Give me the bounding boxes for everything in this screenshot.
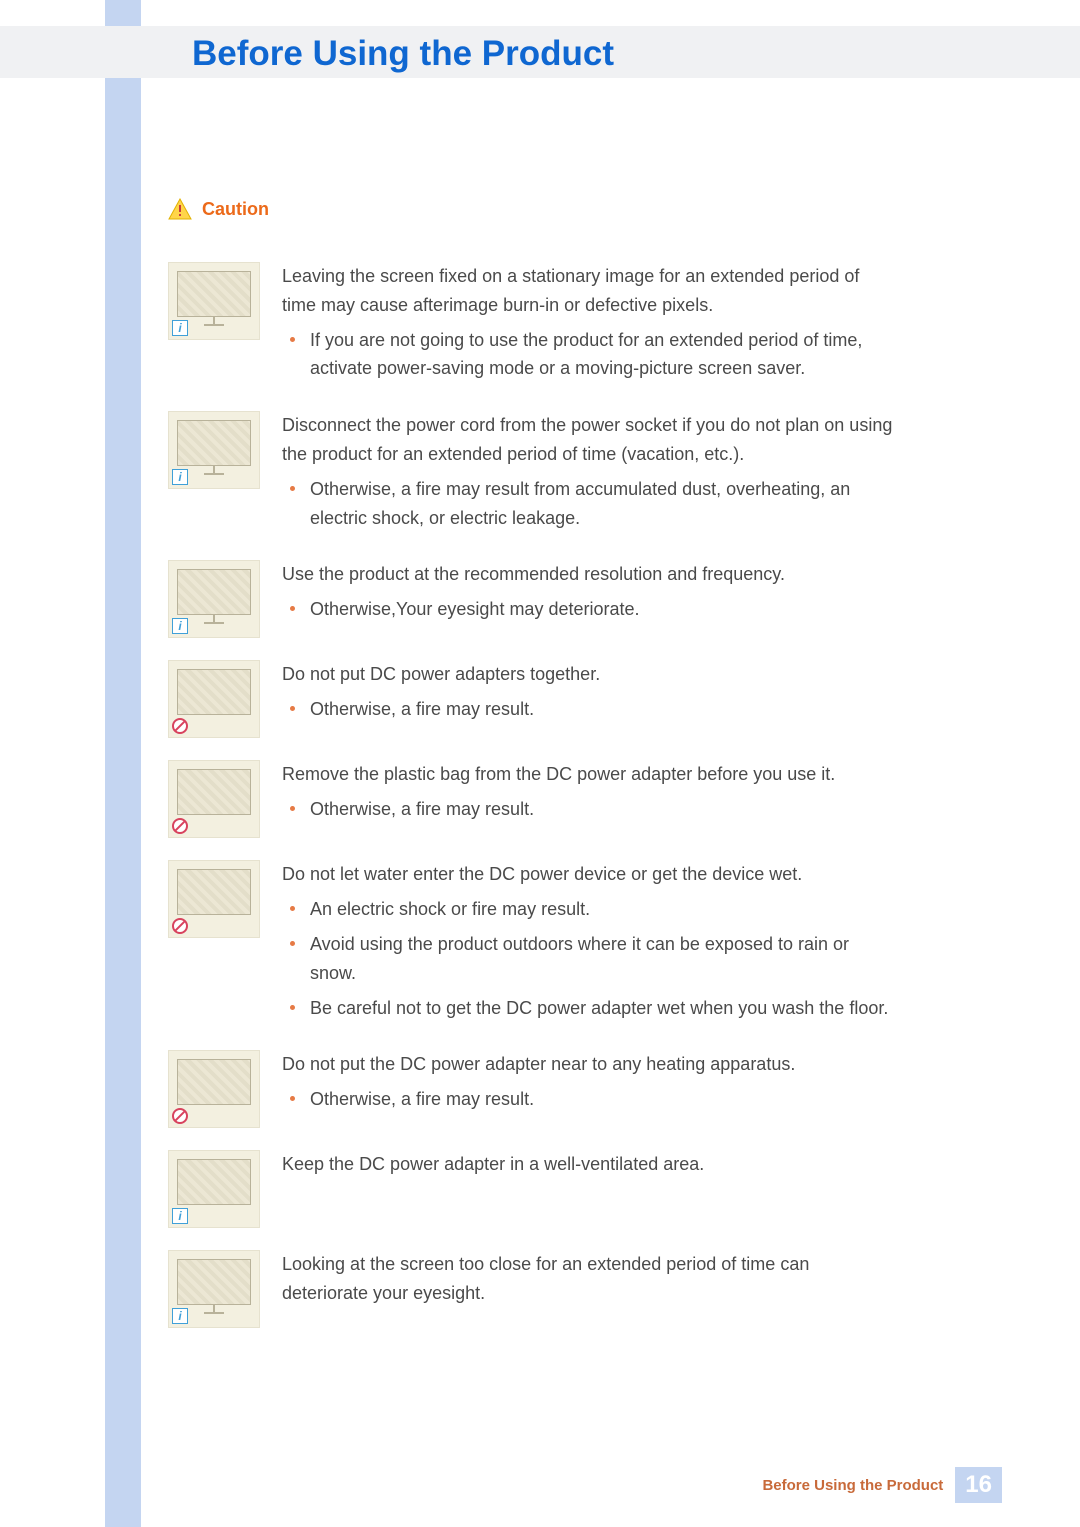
illustration-glyph	[177, 1159, 251, 1205]
caution-item: Use the product at the recommended resol…	[168, 560, 898, 638]
caution-item: Do not let water enter the DC power devi…	[168, 860, 898, 1028]
illustration-glyph	[177, 271, 251, 317]
caution-bullet-list: If you are not going to use the product …	[282, 326, 898, 384]
caution-lead-text: Do not put DC power adapters together.	[282, 660, 898, 689]
caution-text: Use the product at the recommended resol…	[282, 560, 898, 638]
caution-lead-text: Do not put the DC power adapter near to …	[282, 1050, 898, 1079]
illustration-glyph	[177, 569, 251, 615]
illustration-glyph	[177, 769, 251, 815]
caution-bullet: An electric shock or fire may result.	[310, 895, 898, 924]
info-badge-icon	[172, 1308, 188, 1324]
caution-text: Disconnect the power cord from the power…	[282, 411, 898, 538]
caution-text: Do not put the DC power adapter near to …	[282, 1050, 898, 1128]
caution-text: Do not let water enter the DC power devi…	[282, 860, 898, 1028]
caution-lead-text: Leaving the screen fixed on a stationary…	[282, 262, 898, 320]
prohibit-badge-icon	[172, 918, 188, 934]
caution-illustration	[168, 262, 260, 340]
illustration-glyph	[177, 869, 251, 915]
illustration-glyph	[177, 669, 251, 715]
caution-bullet-list: Otherwise, a fire may result.	[282, 795, 898, 824]
caution-item: Keep the DC power adapter in a well-vent…	[168, 1150, 898, 1228]
caution-bullet: Otherwise, a fire may result.	[310, 795, 898, 824]
illustration-glyph	[177, 420, 251, 466]
caution-bullet: Otherwise,Your eyesight may deteriorate.	[310, 595, 898, 624]
content-list: Leaving the screen fixed on a stationary…	[168, 262, 898, 1350]
caution-label: Caution	[202, 199, 269, 220]
caution-lead-text: Remove the plastic bag from the DC power…	[282, 760, 898, 789]
caution-illustration	[168, 760, 260, 838]
caution-text: Looking at the screen too close for an e…	[282, 1250, 898, 1328]
info-badge-icon	[172, 618, 188, 634]
caution-item: Looking at the screen too close for an e…	[168, 1250, 898, 1328]
caution-bullet-list: Otherwise, a fire may result.	[282, 695, 898, 724]
caution-item: Do not put the DC power adapter near to …	[168, 1050, 898, 1128]
caution-bullet-list: An electric shock or fire may result. Avo…	[282, 895, 898, 1022]
caution-bullet-list: Otherwise, a fire may result from accumu…	[282, 475, 898, 533]
illustration-glyph	[177, 1059, 251, 1105]
caution-illustration	[168, 411, 260, 489]
caution-bullet: Otherwise, a fire may result from accumu…	[310, 475, 898, 533]
info-badge-icon	[172, 320, 188, 336]
caution-illustration	[168, 1150, 260, 1228]
caution-illustration	[168, 660, 260, 738]
caution-bullet: Avoid using the product outdoors where i…	[310, 930, 898, 988]
caution-bullet-list: Otherwise,Your eyesight may deteriorate.	[282, 595, 898, 624]
caution-illustration	[168, 1250, 260, 1328]
caution-text: Do not put DC power adapters together. Ot…	[282, 660, 898, 738]
prohibit-badge-icon	[172, 818, 188, 834]
caution-illustration	[168, 560, 260, 638]
page-number: 16	[955, 1467, 1002, 1503]
caution-illustration	[168, 860, 260, 938]
caution-item: Leaving the screen fixed on a stationary…	[168, 262, 898, 389]
prohibit-badge-icon	[172, 1108, 188, 1124]
caution-lead-text: Do not let water enter the DC power devi…	[282, 860, 898, 889]
caution-item: Remove the plastic bag from the DC power…	[168, 760, 898, 838]
warning-icon	[168, 198, 192, 220]
footer-section-label: Before Using the Product	[762, 1477, 955, 1494]
prohibit-badge-icon	[172, 718, 188, 734]
info-badge-icon	[172, 1208, 188, 1224]
caution-item: Disconnect the power cord from the power…	[168, 411, 898, 538]
caution-lead-text: Looking at the screen too close for an e…	[282, 1250, 898, 1308]
caution-bullet: If you are not going to use the product …	[310, 326, 898, 384]
caution-bullet: Otherwise, a fire may result.	[310, 695, 898, 724]
caution-bullet: Otherwise, a fire may result.	[310, 1085, 898, 1114]
caution-text: Remove the plastic bag from the DC power…	[282, 760, 898, 838]
illustration-glyph	[177, 1259, 251, 1305]
caution-lead-text: Use the product at the recommended resol…	[282, 560, 898, 589]
caution-bullet: Be careful not to get the DC power adapt…	[310, 994, 898, 1023]
caution-illustration	[168, 1050, 260, 1128]
caution-text: Leaving the screen fixed on a stationary…	[282, 262, 898, 389]
page-footer: Before Using the Product 16	[762, 1467, 1002, 1503]
caution-item: Do not put DC power adapters together. Ot…	[168, 660, 898, 738]
caution-lead-text: Keep the DC power adapter in a well-vent…	[282, 1150, 898, 1179]
left-sidebar-bar	[105, 0, 141, 1527]
caution-heading: Caution	[168, 198, 269, 220]
page-title: Before Using the Product	[192, 34, 614, 74]
caution-bullet-list: Otherwise, a fire may result.	[282, 1085, 898, 1114]
info-badge-icon	[172, 469, 188, 485]
caution-lead-text: Disconnect the power cord from the power…	[282, 411, 898, 469]
caution-text: Keep the DC power adapter in a well-vent…	[282, 1150, 898, 1228]
